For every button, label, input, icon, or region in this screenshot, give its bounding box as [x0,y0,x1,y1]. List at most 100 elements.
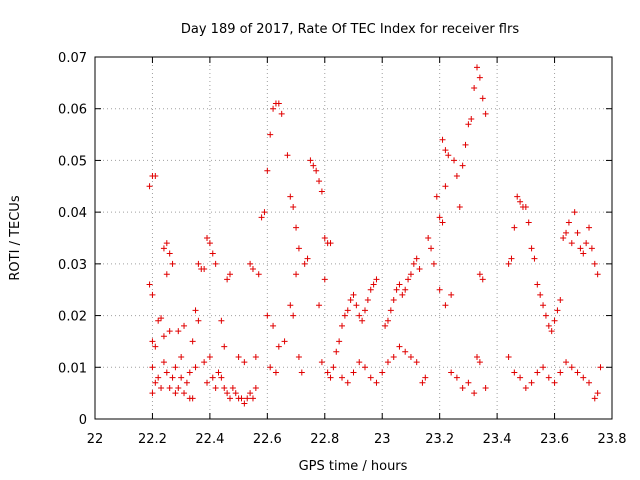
data-point [462,141,469,148]
y-axis-label: ROTI / TECUs [8,195,23,280]
data-point [540,364,547,371]
data-point [436,286,443,293]
data-point [290,312,297,319]
data-point [442,147,449,154]
data-point [451,157,458,164]
y-tick-label: 0.03 [58,258,87,273]
data-point [186,369,193,376]
data-point [344,307,351,314]
data-point [361,307,368,314]
data-point [226,271,233,278]
data-point [298,369,305,376]
x-axis-label: GPS time / hours [299,459,408,474]
data-point [339,322,346,329]
gridlines [95,57,612,419]
data-point [192,364,199,371]
data-point [226,395,233,402]
data-point [183,379,190,386]
x-tick-label: 23.6 [540,432,569,447]
data-point [445,152,452,159]
data-point [436,214,443,221]
data-point [384,317,391,324]
data-point [281,338,288,345]
data-point [224,276,231,283]
data-point [272,369,279,376]
data-point [356,359,363,366]
data-point [517,374,524,381]
data-point [448,369,455,376]
data-point [149,291,156,298]
data-point [316,302,323,309]
data-point [571,209,578,216]
data-point [471,85,478,92]
data-point [336,338,343,345]
data-point [531,255,538,262]
data-point [370,281,377,288]
data-point [482,384,489,391]
data-point [439,136,446,143]
data-point [359,317,366,324]
data-point [413,359,420,366]
data-point [476,271,483,278]
data-point [209,250,216,257]
data-point [382,322,389,329]
data-point [344,379,351,386]
data-point [545,322,552,329]
data-points [146,64,604,407]
data-point [356,312,363,319]
y-tick-label: 0.02 [58,310,87,325]
data-point [407,271,414,278]
data-point [270,105,277,112]
data-point [229,384,236,391]
data-point [591,395,598,402]
data-point [166,250,173,257]
data-point [333,348,340,355]
data-point [384,359,391,366]
data-point [270,322,277,329]
data-point [545,374,552,381]
data-point [209,374,216,381]
data-point [402,348,409,355]
data-point [267,131,274,138]
data-point [301,260,308,267]
data-point [442,183,449,190]
data-point [528,245,535,252]
data-point [528,379,535,386]
data-point [149,390,156,397]
data-point [580,250,587,257]
data-point [425,235,432,241]
data-point [295,245,302,252]
data-point [189,395,196,402]
data-point [557,369,564,376]
x-tick-label: 22.4 [195,432,224,447]
data-point [152,343,159,350]
data-point [327,240,334,247]
data-point [548,328,555,335]
data-point [514,193,521,200]
data-point [476,74,483,81]
data-point [241,359,248,366]
data-point [327,374,334,381]
data-point [318,359,325,366]
data-point [347,297,354,304]
data-point [459,384,466,391]
data-point [563,359,570,366]
data-point [580,374,587,381]
data-point [410,260,417,267]
data-point [399,291,406,298]
data-point [390,297,397,304]
data-point [373,276,380,283]
data-point [261,209,268,216]
data-point [321,276,328,283]
data-point [350,291,357,298]
data-point [537,291,544,298]
data-point [275,343,282,350]
data-point [511,369,518,376]
data-point [310,162,317,169]
data-point [471,390,478,397]
data-point [221,343,228,350]
data-point [275,100,282,107]
data-point [149,338,156,345]
data-point [353,302,360,309]
chart-title: Day 189 of 2017, Rate Of TEC Index for r… [181,22,519,37]
